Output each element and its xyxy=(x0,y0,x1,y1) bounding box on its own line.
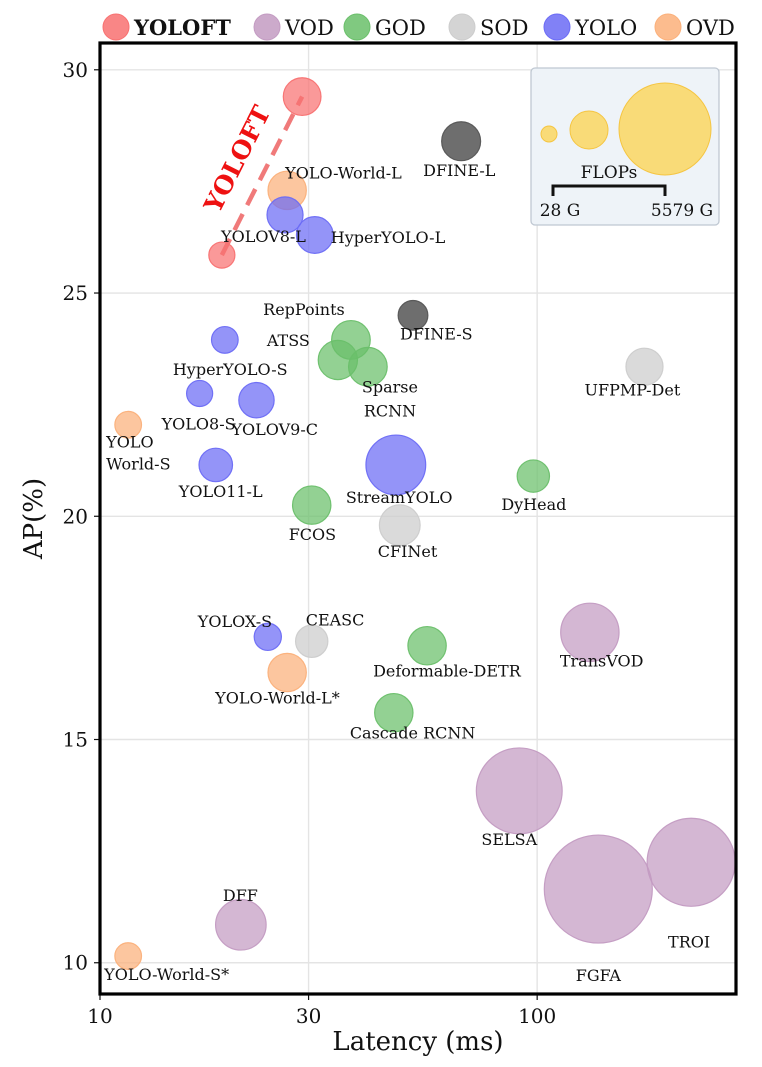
legend-label-yoloft: YOLOFT xyxy=(133,15,231,40)
flops-legend-max: 5579 G xyxy=(651,201,713,221)
point-yolo-world-s xyxy=(114,410,143,439)
point-yoloft-29.4 xyxy=(282,77,322,117)
legend-marker-ovd xyxy=(654,13,682,41)
legend-label-vod: VOD xyxy=(284,16,334,40)
point-yoloft-25.85 xyxy=(208,241,236,269)
point-label-transvod: TransVOD xyxy=(560,651,644,670)
point-streamyolo xyxy=(365,434,427,496)
point-cascade-rcnn xyxy=(374,692,414,733)
flops-legend-title: FLOPs xyxy=(581,163,638,183)
point-label-fcos: FCOS xyxy=(289,525,336,544)
yoloft-trend-line xyxy=(219,95,305,257)
point-label-dfine-s: DFINE-S xyxy=(400,324,473,343)
point-fgfa xyxy=(543,834,653,944)
point-yolov8-l xyxy=(266,196,304,234)
point-selsa xyxy=(475,747,563,835)
y-tick-label: 20 xyxy=(63,504,88,528)
point-deformable-detr xyxy=(407,625,447,666)
point-label-troi: TROI xyxy=(668,932,710,951)
legend-marker-god xyxy=(343,13,371,41)
point-label-selsa: SELSA xyxy=(481,830,537,849)
point-hyperyolo-s xyxy=(210,325,239,354)
point-label-hyperyolo-l: HyperYOLO-L xyxy=(331,228,446,247)
point-label-yolov8-l: YOLOV8-L xyxy=(220,227,306,246)
point-label-yolo-world-l: YOLO-World-L xyxy=(284,163,402,182)
point-label-dff: DFF xyxy=(223,886,258,905)
point-label-yolo-world-s: YOLO xyxy=(105,433,153,452)
flops-legend-bubble xyxy=(540,125,558,143)
point-troi xyxy=(646,817,736,907)
point-label-cfinet: CFINet xyxy=(378,542,438,561)
point-yolo-world-l xyxy=(267,652,307,693)
point-dff xyxy=(214,898,267,951)
legend-label-sod: SOD xyxy=(480,16,528,40)
point-ceasc xyxy=(294,624,329,659)
legend-label-ovd: OVD xyxy=(686,16,735,40)
point-yolov9-c xyxy=(238,381,275,419)
group-legend: YOLOFT VOD GOD SOD YOLO OVD xyxy=(102,13,735,41)
point-cfinet xyxy=(378,504,421,547)
point-label-fgfa: FGFA xyxy=(576,966,622,985)
x-tick-label: 30 xyxy=(296,1004,321,1028)
x-tick-label: 100 xyxy=(518,1004,556,1028)
point-label-ufpmp-det: UFPMP-Det xyxy=(584,381,680,400)
legend-marker-sod xyxy=(448,13,476,41)
point-hyperyolo-l xyxy=(295,216,334,254)
point-label-dyhead: DyHead xyxy=(501,495,566,514)
point-label-sparse-rcnn-line2: RCNN xyxy=(364,402,416,421)
point-yolo8-s xyxy=(185,379,214,408)
y-tick-label: 10 xyxy=(63,951,88,975)
y-tick-label: 30 xyxy=(63,58,88,82)
x-axis-title: Latency (ms) xyxy=(332,1027,503,1057)
legend-marker-yolo xyxy=(543,13,571,41)
y-tick-label: 15 xyxy=(63,728,88,752)
point-label-yolo8-s: YOLO8-S xyxy=(161,414,236,433)
point-yolo11-l xyxy=(198,447,234,483)
flops-legend-bubble xyxy=(618,82,712,176)
point-dfine-l xyxy=(441,121,482,162)
point-label-dfine-l: DFINE-L xyxy=(423,161,496,180)
legend-marker-yoloft xyxy=(102,13,130,41)
flops-legend-bubble xyxy=(569,110,609,150)
point-label-ceasc: CEASC xyxy=(306,610,365,629)
point-label-cascade-rcnn: Cascade RCNN xyxy=(350,724,476,743)
plot-frame xyxy=(98,41,738,996)
flops-legend-min: 28 G xyxy=(540,201,581,221)
point-label-yolo-world-s: YOLO-World-S* xyxy=(103,965,229,984)
flops-scale-bar xyxy=(551,184,667,196)
point-label-sparse-rcnn: Sparse xyxy=(362,378,418,397)
point-labels: FGFA TROI SELSA StreamYOLO TransVOD DFF CFINet… xyxy=(103,161,710,985)
point-label-reppoints: RepPoints xyxy=(263,300,345,319)
x-tick-label: 10 xyxy=(87,1004,112,1028)
point-label-hyperyolo-s: HyperYOLO-S xyxy=(173,360,288,379)
legend-marker-vod xyxy=(253,13,281,41)
yoloft-annotation: YOLOFT xyxy=(198,101,277,218)
y-axis-title: AP(%) xyxy=(19,478,49,560)
legend-label-god: GOD xyxy=(375,16,426,40)
point-label-yolo11-l: YOLO11-L xyxy=(178,482,263,501)
point-label-deformable-detr: Deformable-DETR xyxy=(373,662,522,681)
point-ufpmp-det xyxy=(625,347,664,386)
point-dyhead xyxy=(516,459,551,493)
point-yolo-world-s xyxy=(114,942,143,970)
point-label-yolox-s: YOLOX-S xyxy=(197,612,272,631)
point-label-yolov9-c: YOLOV9-C xyxy=(230,420,318,439)
point-fcos xyxy=(291,485,332,525)
point-sparse-rcnn xyxy=(347,346,388,387)
point-transvod xyxy=(560,602,620,663)
point-label-atss: ATSS xyxy=(266,331,310,350)
point-label-streamyolo: StreamYOLO xyxy=(346,488,453,507)
point-yolox-s xyxy=(253,622,282,652)
point-label-yolo-world-s-line2: World-S xyxy=(106,455,170,474)
legend-label-yolo: YOLO xyxy=(574,16,637,40)
point-dfine-s xyxy=(397,299,429,331)
y-tick-label: 25 xyxy=(63,281,88,305)
point-label-yolo-world-l: YOLO-World-L* xyxy=(214,689,340,708)
points-layer xyxy=(114,77,736,970)
